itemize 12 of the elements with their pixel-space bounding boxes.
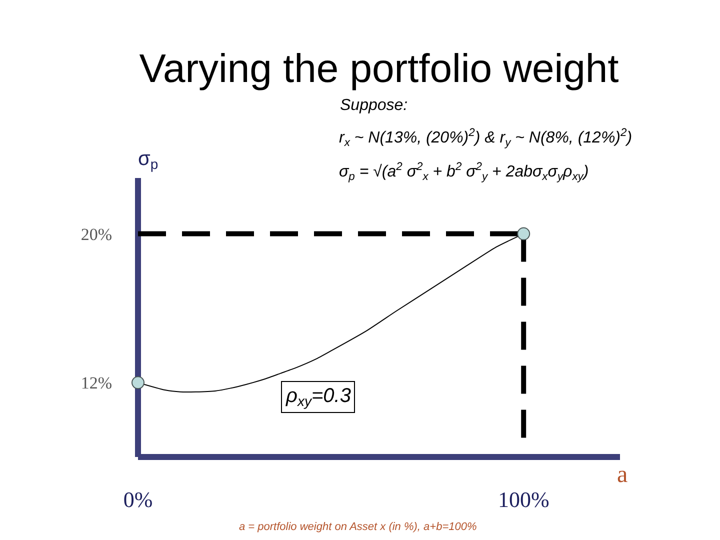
- y-axis-title: σ$_{p}$: [138, 148, 158, 172]
- x-tick-label: 0%: [123, 487, 153, 512]
- text: σ$_{p}$ = √(a$^{2}$ σ$^{2}$$_{x}$ + b$^{2}$ σ$^{2}$$_{y}$ + 2abσ$_{x}$σ$_{y}$ρ$_{xy}$): [339, 161, 589, 184]
- text: r$_{x}$ ~ N(13%, (20%)$^{2}$) & r$_{y}$ ~ N(8%, (12%)$^{2}$): [339, 127, 632, 150]
- y-tick-label: 20%: [80, 224, 112, 244]
- x-axis-title: a: [617, 462, 628, 488]
- annotation: ρ$_{xy}$=0.3: [285, 385, 351, 410]
- text: Suppose:: [340, 97, 408, 114]
- x-tick-label: 100%: [498, 487, 550, 512]
- chart-title: Varying the portfolio weight: [139, 47, 619, 91]
- y-tick-label: 12%: [80, 374, 112, 393]
- text: a = portfolio weight on Asset x (in %), a+b=100%: [239, 521, 477, 533]
